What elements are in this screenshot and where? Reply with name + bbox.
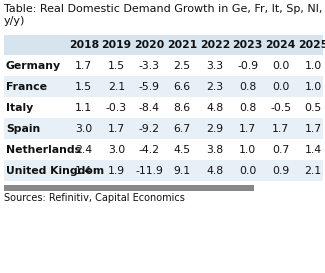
Text: -9.2: -9.2	[139, 124, 160, 133]
Text: 1.0: 1.0	[304, 82, 322, 92]
Text: 0.0: 0.0	[239, 166, 256, 176]
Text: 0.0: 0.0	[272, 82, 289, 92]
Text: Netherlands: Netherlands	[6, 145, 81, 155]
Text: 2.5: 2.5	[174, 61, 191, 71]
Bar	[4, 55, 323, 76]
Bar	[4, 139, 323, 160]
Text: 2.4: 2.4	[75, 145, 92, 155]
Text: 2025: 2025	[298, 40, 325, 50]
Bar	[4, 160, 323, 181]
Text: 0.0: 0.0	[272, 61, 289, 71]
Text: 1.9: 1.9	[108, 166, 125, 176]
Text: 3.0: 3.0	[75, 124, 92, 133]
Text: Table: Real Domestic Demand Growth in Ge, Fr, It, Sp, Nl, UK (%
y/y): Table: Real Domestic Demand Growth in Ge…	[4, 4, 325, 26]
Bar	[4, 185, 254, 191]
Bar	[4, 118, 323, 139]
Text: 2020: 2020	[134, 40, 164, 50]
Text: Germany: Germany	[6, 61, 61, 71]
Bar	[4, 97, 323, 118]
Text: 0.8: 0.8	[239, 103, 256, 112]
Text: 2022: 2022	[200, 40, 230, 50]
Text: 1.1: 1.1	[75, 103, 92, 112]
Text: 2018: 2018	[69, 40, 99, 50]
Text: 2.3: 2.3	[206, 82, 224, 92]
Text: 1.4: 1.4	[75, 166, 92, 176]
Bar	[4, 35, 323, 55]
Text: -4.2: -4.2	[139, 145, 160, 155]
Text: -0.3: -0.3	[106, 103, 127, 112]
Text: 1.0: 1.0	[304, 61, 322, 71]
Text: 2.1: 2.1	[305, 166, 321, 176]
Text: 3.3: 3.3	[206, 61, 224, 71]
Text: 2.9: 2.9	[206, 124, 224, 133]
Text: -0.5: -0.5	[270, 103, 291, 112]
Text: 1.7: 1.7	[108, 124, 125, 133]
Text: 2021: 2021	[167, 40, 197, 50]
Text: -5.9: -5.9	[139, 82, 160, 92]
Text: -11.9: -11.9	[136, 166, 163, 176]
Text: France: France	[6, 82, 47, 92]
Text: Spain: Spain	[6, 124, 40, 133]
Text: 3.0: 3.0	[108, 145, 125, 155]
Text: 0.7: 0.7	[272, 145, 289, 155]
Text: 6.6: 6.6	[174, 82, 191, 92]
Text: 0.5: 0.5	[304, 103, 322, 112]
Text: 8.6: 8.6	[174, 103, 191, 112]
Text: Italy: Italy	[6, 103, 33, 112]
Text: 3.8: 3.8	[206, 145, 224, 155]
Text: 1.4: 1.4	[305, 145, 321, 155]
Text: 0.8: 0.8	[239, 82, 256, 92]
Text: -0.9: -0.9	[237, 61, 258, 71]
Text: 2019: 2019	[101, 40, 132, 50]
Text: 6.7: 6.7	[174, 124, 191, 133]
Text: Sources: Refinitiv, Capital Economics: Sources: Refinitiv, Capital Economics	[4, 193, 185, 203]
Text: 1.7: 1.7	[239, 124, 256, 133]
Text: -8.4: -8.4	[139, 103, 160, 112]
Text: 4.8: 4.8	[206, 103, 224, 112]
Text: 0.9: 0.9	[272, 166, 289, 176]
Text: 1.5: 1.5	[108, 61, 125, 71]
Text: 4.5: 4.5	[174, 145, 191, 155]
Text: 2.1: 2.1	[108, 82, 125, 92]
Text: -3.3: -3.3	[139, 61, 160, 71]
Text: 4.8: 4.8	[206, 166, 224, 176]
Bar	[4, 76, 323, 97]
Text: 1.5: 1.5	[75, 82, 92, 92]
Text: 1.7: 1.7	[305, 124, 321, 133]
Text: 1.7: 1.7	[272, 124, 289, 133]
Text: 2023: 2023	[233, 40, 263, 50]
Text: 9.1: 9.1	[174, 166, 191, 176]
Text: 1.0: 1.0	[239, 145, 256, 155]
Text: United Kingdom: United Kingdom	[6, 166, 104, 176]
Text: 1.7: 1.7	[75, 61, 92, 71]
Text: 2024: 2024	[266, 40, 296, 50]
